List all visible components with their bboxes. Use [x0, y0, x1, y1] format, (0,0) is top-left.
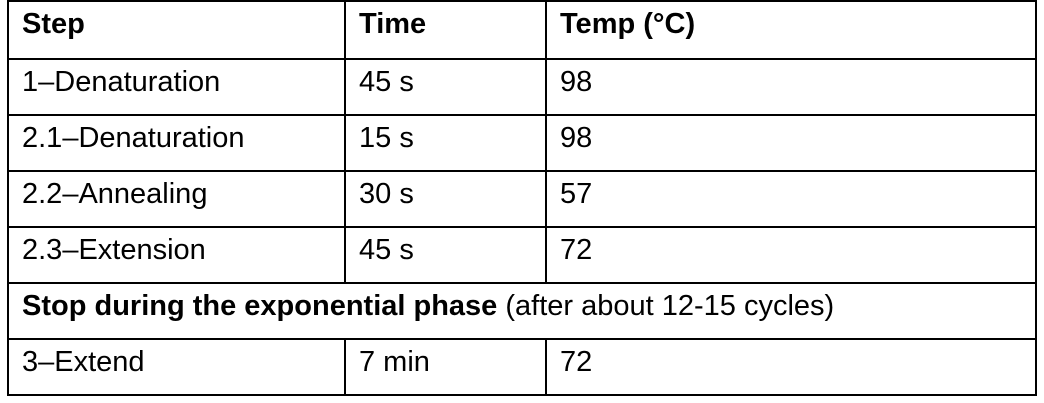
cell-step: 2.3–Extension — [7, 226, 346, 284]
cell-time: 45 s — [344, 226, 547, 284]
cell-temp: 57 — [545, 170, 1037, 228]
table-header-row: Step Time Temp (°C) — [7, 0, 1037, 60]
header-time: Time — [344, 0, 547, 60]
table-row: 1–Denaturation 45 s 98 — [7, 58, 1037, 116]
header-step: Step — [7, 0, 346, 60]
cell-time: 45 s — [344, 58, 547, 116]
table-span-row: Stop during the exponential phase (after… — [7, 282, 1037, 340]
stop-note-normal: (after about 12-15 cycles) — [497, 290, 835, 322]
cell-step: 1–Denaturation — [7, 58, 346, 116]
table-row: 2.1–Denaturation 15 s 98 — [7, 114, 1037, 172]
cell-step: 3–Extend — [7, 338, 346, 396]
table-row: 2.2–Annealing 30 s 57 — [7, 170, 1037, 228]
cell-time: 15 s — [344, 114, 547, 172]
stop-note-cell: Stop during the exponential phase (after… — [7, 282, 1037, 340]
cell-step: 2.1–Denaturation — [7, 114, 346, 172]
pcr-program-table: Step Time Temp (°C) 1–Denaturation 45 s … — [7, 0, 1037, 396]
header-temp: Temp (°C) — [545, 0, 1037, 60]
table-row: 3–Extend 7 min 72 — [7, 338, 1037, 396]
stop-note-bold: Stop during the exponential phase — [22, 290, 498, 322]
cell-temp: 98 — [545, 114, 1037, 172]
cell-temp: 72 — [545, 338, 1037, 396]
cell-temp: 98 — [545, 58, 1037, 116]
cell-time: 7 min — [344, 338, 547, 396]
cell-time: 30 s — [344, 170, 547, 228]
cell-temp: 72 — [545, 226, 1037, 284]
table-row: 2.3–Extension 45 s 72 — [7, 226, 1037, 284]
cell-step: 2.2–Annealing — [7, 170, 346, 228]
